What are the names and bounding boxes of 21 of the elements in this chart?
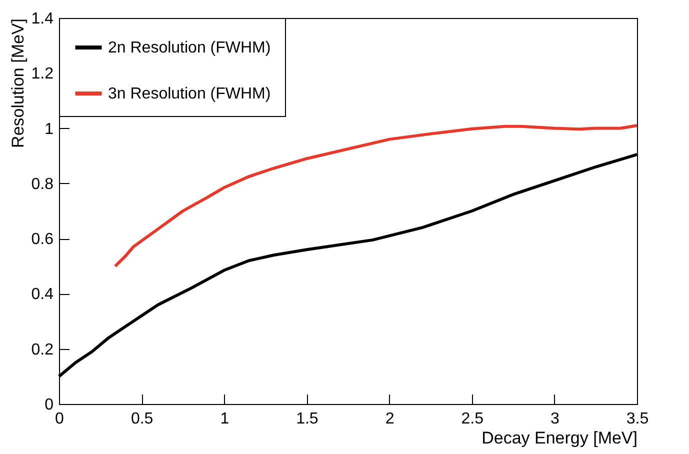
x-tick-label: 0 [55,410,64,428]
y-axis-title: Resolution [MeV] [8,18,28,148]
x-tick-label: 2 [385,410,394,428]
x-tick-label: 3 [550,410,560,428]
y-tick-label: 0 [44,396,54,414]
legend-label: 3n Resolution (FWHM) [108,86,271,102]
y-tick-label: 1.2 [31,66,54,83]
y-tick-label: 1 [44,120,54,138]
x-tick-label: 1 [220,410,230,428]
x-tick-label: 1.5 [296,410,318,428]
y-tick-label: 0.8 [31,176,54,193]
y-tick-label: 1.4 [31,10,54,28]
y-tick-label: 0.2 [31,341,54,358]
line-series [114,124,638,268]
y-tick-label: 0.6 [31,231,54,248]
x-axis-title: Decay Energy [MeV] [482,428,638,448]
x-tick-label: 3.5 [626,410,649,428]
x-tick-label: 0.5 [130,410,154,428]
x-tick-label: 2.5 [461,410,484,428]
legend-label: 2n Resolution (FWHM) [108,40,271,56]
y-tick-label: 0.4 [31,286,54,304]
